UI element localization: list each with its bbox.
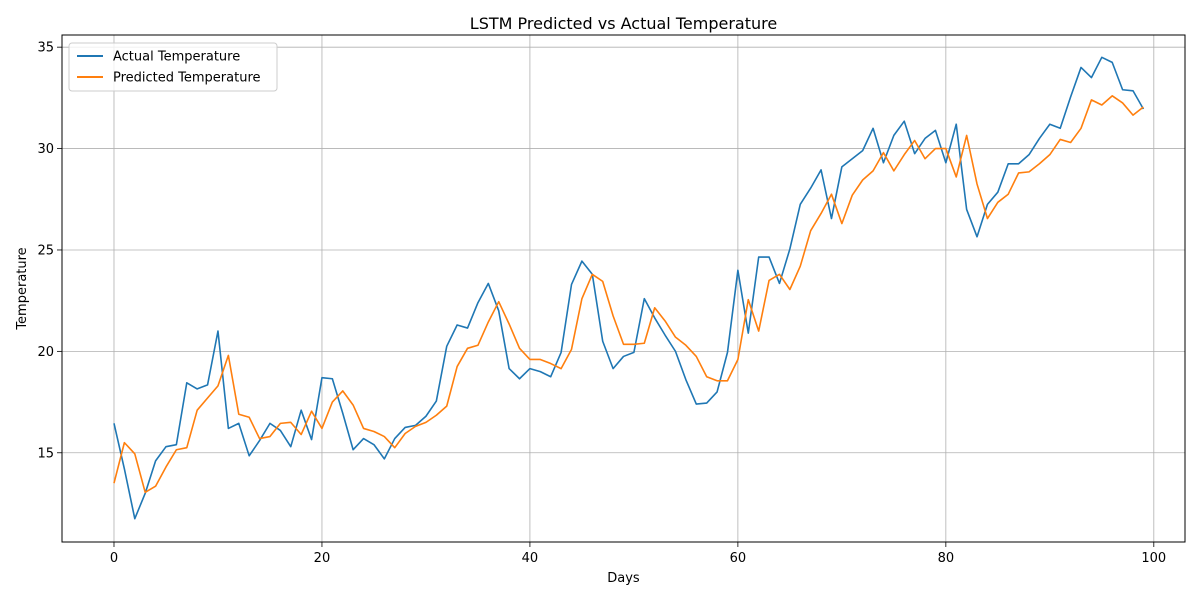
series-line-predicted [113,95,1144,494]
series-layer [113,56,1145,520]
x-tick-label: 80 [938,551,955,566]
x-tick-label: 60 [730,551,747,566]
y-tick-label: 15 [37,446,54,461]
y-tick-label: 20 [37,345,54,360]
series-line-actual [113,56,1145,520]
grid-layer [62,35,1185,542]
y-tick-label: 25 [37,243,54,258]
y-tick-label: 30 [37,142,54,157]
x-tick-label: 20 [314,551,331,566]
legend-label-predicted: Predicted Temperature [113,71,261,86]
chart-title: LSTM Predicted vs Actual Temperature [470,14,777,33]
y-axis-label: Temperature [15,247,30,330]
plot-frame [61,34,1186,543]
x-tick-label: 0 [110,551,118,566]
x-tick-label: 40 [522,551,539,566]
tick-layer: 0 20 40 60 80 100 15 20 25 30 35 [37,41,1166,566]
legend-box [68,42,278,92]
y-tick-label: 35 [37,41,54,56]
x-axis-label: Days [607,571,640,586]
legend: Actual Temperature Predicted Temperature [68,42,278,92]
legend-label-actual: Actual Temperature [113,50,240,65]
x-tick-label: 100 [1141,551,1166,566]
